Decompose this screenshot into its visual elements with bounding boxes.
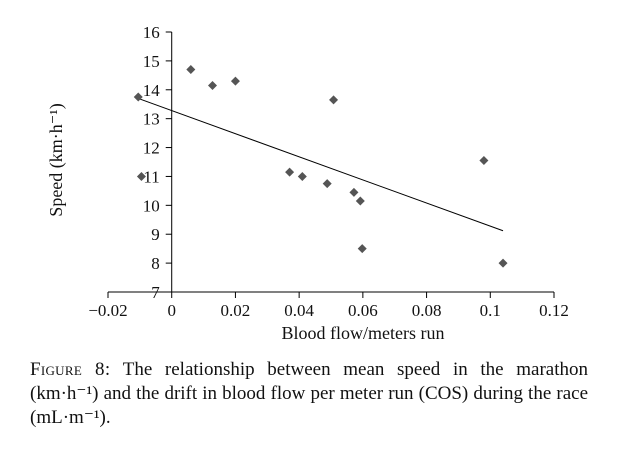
- figure-caption: Figure 8: The relationship between mean …: [30, 358, 588, 430]
- data-point: [498, 258, 508, 268]
- y-tick-label: 7: [151, 283, 160, 302]
- data-point: [479, 156, 489, 166]
- y-tick-label: 13: [143, 110, 160, 129]
- data-point: [285, 167, 295, 177]
- data-point: [329, 95, 339, 105]
- y-tick-label: 10: [143, 196, 160, 215]
- x-tick-label: 0.04: [284, 301, 314, 320]
- data-point: [349, 187, 359, 197]
- trendline: [138, 97, 504, 232]
- x-tick-label: −0.02: [88, 301, 127, 320]
- data-point: [322, 179, 332, 189]
- x-tick-label: 0: [167, 301, 176, 320]
- caption-lead: Figure 8:: [30, 359, 111, 380]
- axes: 7 8 9 10 11 12 13 14 15 16 −0.02 0 0.02 0.04 0.06 0.08 0…: [88, 23, 569, 320]
- x-tick-label: 0.12: [539, 301, 569, 320]
- data-point: [207, 80, 217, 90]
- x-tick-label: 0.08: [412, 301, 442, 320]
- scatter-chart: 7 8 9 10 11 12 13 14 15 16 −0.02 0 0.02 0.04 0.06 0.08 0…: [46, 23, 569, 343]
- x-axis-label: Blood flow/meters run: [282, 323, 445, 343]
- y-axis-label: Speed (km·h⁻¹): [46, 103, 67, 216]
- y-tick-label: 14: [143, 81, 161, 100]
- x-tick-label: 0.06: [348, 301, 378, 320]
- data-point: [230, 76, 240, 86]
- y-tick-label: 12: [143, 139, 160, 158]
- data-point: [136, 171, 146, 181]
- y-tick-label: 9: [151, 225, 160, 244]
- data-point: [355, 196, 365, 206]
- points-group: [133, 65, 508, 268]
- data-point: [357, 244, 367, 254]
- x-tick-label: 0.02: [221, 301, 251, 320]
- y-tick-label: 11: [143, 167, 159, 186]
- data-point: [297, 171, 307, 181]
- data-point: [186, 65, 196, 75]
- y-tick-label: 16: [143, 23, 160, 42]
- trendline-group: [138, 97, 504, 232]
- x-tick-label: 0.1: [480, 301, 501, 320]
- data-point: [133, 92, 143, 102]
- y-tick-label: 15: [143, 52, 160, 71]
- y-tick-label: 8: [151, 254, 160, 273]
- caption-text: The relationship between mean speed in t…: [30, 359, 588, 428]
